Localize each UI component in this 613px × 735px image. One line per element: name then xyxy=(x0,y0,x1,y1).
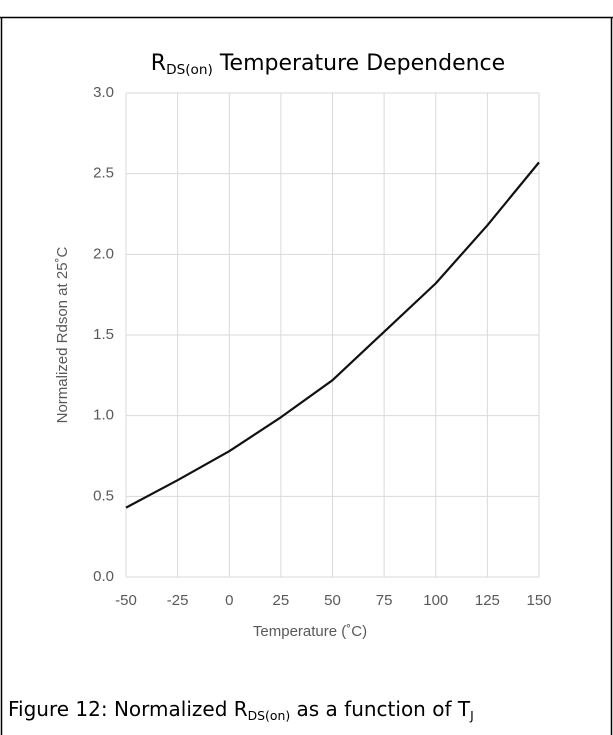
y-tick-label: 1.0 xyxy=(93,407,114,424)
y-tick-label: 3.0 xyxy=(93,84,114,101)
x-axis-label: Temperature (˚C) xyxy=(253,623,367,640)
caption-part: as a function of T xyxy=(290,697,471,721)
x-tick-label: -50 xyxy=(115,592,137,609)
grid xyxy=(125,92,540,578)
title-sub: DS(on) xyxy=(166,62,213,78)
line-series xyxy=(125,161,540,509)
x-tick-label: 75 xyxy=(376,592,393,609)
title-rest: Temperature Dependence xyxy=(213,51,505,76)
x-tick-label: -25 xyxy=(167,592,189,609)
x-tick-label: 100 xyxy=(423,592,448,609)
y-tick-label: 2.5 xyxy=(93,165,114,182)
chart-title: RDS(on) Temperature Dependence xyxy=(151,51,505,78)
x-tick-label: 0 xyxy=(225,592,233,609)
y-tick-label: 2.0 xyxy=(93,245,114,262)
y-tick-label: 1.5 xyxy=(93,326,114,343)
x-tick-label: 125 xyxy=(475,592,500,609)
y-tick-label: 0.0 xyxy=(93,568,114,585)
caption: Figure 12: Normalized RDS(on) as a funct… xyxy=(8,697,474,723)
y-tick-label: 0.5 xyxy=(93,487,114,504)
x-tick-label: 25 xyxy=(273,592,290,609)
caption-part: DS(on) xyxy=(248,708,291,723)
title-main: R xyxy=(151,51,166,76)
x-tick-label: 50 xyxy=(324,592,341,609)
caption-part: Figure 12: Normalized R xyxy=(8,697,248,721)
y-axis-label: Normalized Rdson at 25˚C xyxy=(54,246,71,423)
caption-part: J xyxy=(469,708,474,723)
x-tick-label: 150 xyxy=(526,592,551,609)
